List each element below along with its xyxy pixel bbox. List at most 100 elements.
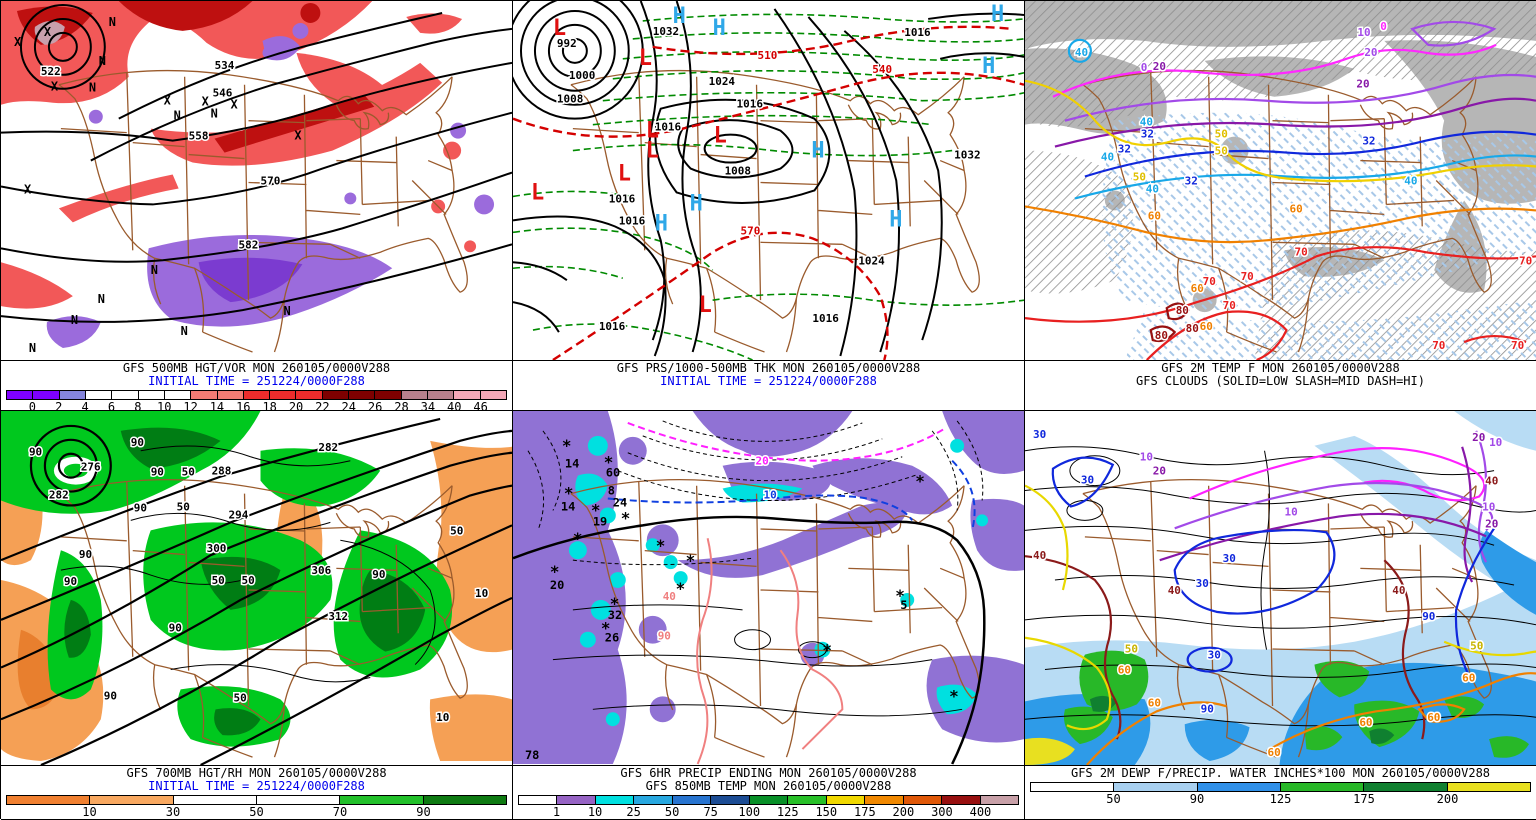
map-label: 50 (177, 500, 190, 513)
map-label: 10 (1482, 500, 1495, 513)
vorticity-negative-core (198, 257, 303, 303)
map-label: L (639, 46, 652, 71)
map-label: 20 (756, 455, 769, 468)
map-label: * (610, 594, 620, 613)
map-label: 50 (242, 574, 255, 587)
map-label: 90 (1422, 610, 1435, 623)
map-label: 90 (79, 548, 92, 561)
colorbar-ticks: 10 30 50 70 90 (6, 805, 507, 819)
map-label: 40 (663, 590, 676, 603)
map-label: N (89, 81, 96, 95)
map-label: 582 (239, 238, 259, 251)
colorbar-tick-label: 22 (315, 400, 330, 411)
850-temp-minus10-line-east (951, 460, 976, 531)
colorbar-tick-label: 125 (776, 805, 799, 819)
map-label: 546 (213, 87, 233, 100)
map-label: L (714, 124, 727, 149)
panel-2m-temp-clouds: 0 10 20 20 0 20 40 32 32 32 32 40 40 40 40 50 50 50 60 60 60… (1025, 1, 1536, 411)
map-label: 522 (41, 65, 61, 78)
map-label: 60 (606, 466, 620, 480)
map-label: 90 (151, 466, 164, 479)
map-label: 32 (1141, 128, 1154, 141)
map-label: * (895, 586, 905, 605)
temperature-contours (1025, 20, 1536, 360)
colorbar-tick-label: 24 (341, 400, 357, 411)
colorbar-tick-label: 175 (1353, 792, 1375, 806)
colorbar-tick-label: 4 (81, 400, 89, 411)
dewpoint-contours (1025, 430, 1536, 765)
map-label: 30 (1196, 577, 1209, 590)
map-label: 40 (1146, 182, 1159, 195)
map-label: 288 (212, 465, 232, 478)
us-state-borders (570, 69, 980, 353)
colorbar-band (6, 390, 507, 400)
map-label: 30 (1208, 649, 1221, 662)
map-label: 312 (328, 610, 348, 623)
panel-2m-dewp-pwat: 30 30 30 30 30 90 90 40 40 40 40 10 10 10 10 20 20 20 50 50… (1025, 411, 1536, 820)
colorbar-segment (374, 391, 401, 399)
map-label: 26 (605, 631, 619, 645)
colorbar-segment (1363, 783, 1447, 791)
map-2m-dewp-pwat: 30 30 30 30 30 90 90 40 40 40 40 10 10 10 10 20 20 20 50 50… (1025, 411, 1536, 766)
map-label: 10 (1284, 505, 1297, 518)
thickness-contours-red (513, 25, 1024, 360)
map-label: 10 (1140, 451, 1153, 464)
map-label: * (604, 453, 614, 472)
map-label: 50 (212, 574, 225, 587)
colorbar-band (6, 795, 507, 805)
map-label: 992 (557, 37, 577, 50)
caption-initial-time: INITIAL TIME = 251224/0000F288 (148, 374, 365, 388)
colorbar-segment (787, 796, 826, 804)
map-label: * (573, 529, 583, 548)
colorbar-tick-label: 28 (394, 400, 409, 411)
map-label: 8 (608, 484, 615, 498)
colorbar-segment (58, 391, 85, 399)
colorbar-segment (422, 796, 506, 804)
colorbar-tick-label: 2 (55, 400, 63, 411)
colorbar-segment (519, 796, 557, 804)
map-label: 19 (593, 514, 607, 528)
panel-6hr-precip: 20 10 40 90 14 60 8 24 14 19 20 32 26 78 5 * * * * * * * * * * * *… (513, 411, 1025, 820)
caption-title: GFS 6HR PRECIP ENDING MON 260105/0000V28… (620, 766, 917, 780)
caption-subtitle: GFS CLOUDS (SOLID=LOW SLASH=MID DASH=HI) (1136, 374, 1425, 388)
colorbar-tick-label: 175 (854, 805, 876, 819)
map-label: H (811, 139, 824, 164)
colorbar-tick-label: 100 (738, 805, 761, 819)
map-label: 10 (1357, 26, 1370, 39)
height-contours (1, 3, 512, 323)
map-label: 1016 (737, 98, 764, 111)
colorbar-segment (242, 391, 270, 399)
map-label: 1016 (904, 26, 931, 39)
850-temp-contours-warm (552, 604, 963, 717)
colorbar-segment (255, 796, 340, 804)
map-label: 10 (764, 489, 777, 502)
map-label: 30 (1223, 552, 1236, 565)
map-label: * (915, 472, 925, 491)
map-label: 0 (1380, 20, 1387, 33)
colorbar-segment (864, 796, 903, 804)
map-500mb-hgt-vor: 522 534 546 558 570 582 X X X X X X X X N N N N N N N N N N N (1, 1, 512, 361)
colorbar-band (1030, 782, 1531, 792)
map-label: H (889, 207, 902, 232)
colorbar-segment (556, 796, 595, 804)
colorbar-segment (941, 796, 980, 804)
map-label: N (181, 324, 188, 338)
colorbar-tick-label: 46 (473, 400, 488, 411)
map-label: 80 (1176, 304, 1189, 317)
850-temp-zero-line (513, 515, 986, 765)
pwat-contours (1025, 446, 1536, 727)
colorbar-segment (1113, 783, 1197, 791)
map-label: 30 (1081, 474, 1094, 487)
map-label: N (211, 107, 218, 121)
map-label: 24 (613, 495, 627, 509)
map-label: 0 (1141, 61, 1148, 74)
map-label: 1024 (858, 254, 885, 267)
map-label: X (202, 95, 210, 109)
colorbar-tick-label: 34 (420, 400, 436, 411)
colorbar-segment (32, 391, 59, 399)
colorbar-segment (295, 391, 322, 399)
map-label: 40 (1033, 549, 1046, 562)
colorbar-tick-label: 200 (1436, 792, 1459, 806)
